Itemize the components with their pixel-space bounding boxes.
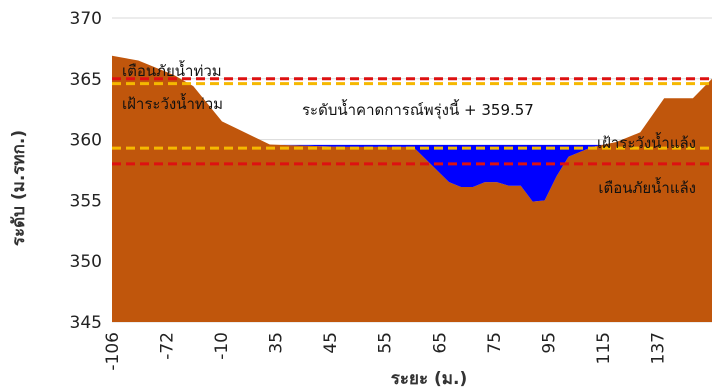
y-tick-label: 370 [70, 9, 102, 29]
x-tick-label: 45 [321, 332, 341, 354]
x-axis: -106 -72 -10 35 45 55 65 75 95 115 137 [103, 332, 668, 371]
x-tick-label: 35 [267, 332, 287, 354]
y-tick-label: 350 [70, 252, 102, 272]
y-tick-label: 355 [70, 191, 102, 211]
reference-lines [112, 77, 712, 166]
y-axis: 345 350 355 360 365 370 [70, 9, 102, 333]
water-fill-layer [280, 144, 603, 202]
ground-profile-area [112, 55, 712, 323]
y-axis-title: ระดับ (ม.รทก.) [9, 130, 29, 246]
x-tick-label: -72 [158, 332, 178, 360]
x-tick-label: 55 [376, 332, 396, 354]
flood-watch-label: เฝ้าระวังน้ำท่วม [122, 93, 223, 113]
x-tick-label: -106 [103, 332, 123, 371]
drought-watch-label: เฝ้าระวังน้ำแล้ง [597, 132, 696, 152]
y-tick-label: 365 [70, 70, 102, 90]
y-tick-label: 345 [70, 313, 102, 333]
y-tick-label: 360 [70, 131, 102, 151]
x-axis-title: ระยะ (ม.) [391, 369, 467, 389]
x-tick-label: -10 [212, 332, 232, 360]
x-tick-label: 137 [648, 332, 668, 364]
water-area [280, 144, 603, 202]
flood-warning-label: เตือนภัยน้ำท่วม [122, 60, 222, 80]
x-tick-label: 75 [485, 332, 505, 354]
ground-profile-layer [112, 55, 712, 323]
x-tick-label: 95 [539, 332, 559, 354]
drought-warning-label: เตือนภัยน้ำแล้ง [598, 177, 696, 197]
x-tick-label: 115 [594, 332, 614, 364]
x-tick-label: 65 [430, 332, 450, 354]
forecast-level-label: ระดับน้ำคาดการณ์พรุ่งนี้ + 359.57 [302, 99, 534, 120]
